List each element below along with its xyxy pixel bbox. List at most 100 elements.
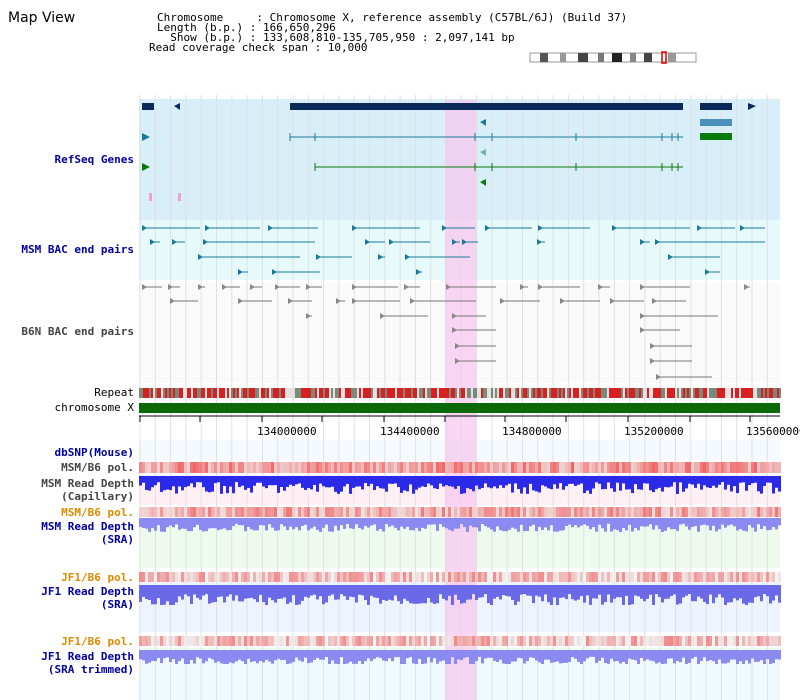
msm-capillary-depth-bar — [274, 476, 277, 486]
msm-pol-cell — [469, 507, 472, 517]
jf1-trimmed-depth-bar — [283, 650, 286, 660]
msm-bac-end — [462, 239, 467, 245]
jf1-trimmed-depth-bar — [448, 650, 451, 664]
msm-sra-depth-bar — [205, 518, 208, 532]
repeat-bar — [261, 388, 263, 398]
jf1-pol-cell — [214, 572, 217, 582]
msm-pol-cell — [181, 507, 184, 517]
msm-pol-cell — [655, 462, 658, 473]
jf1-pol-cell — [592, 636, 595, 646]
msm-pol-cell — [385, 462, 388, 473]
track-label-dbsnp[interactable]: dbSNP(Mouse) — [54, 446, 134, 459]
msm-sra-depth-bar — [454, 518, 457, 529]
msm-sra-depth-bar — [601, 518, 604, 529]
msm-sra-depth-bar — [532, 518, 535, 525]
msm-sra-depth-bar — [754, 518, 757, 532]
msm-pol-cell — [541, 462, 544, 473]
msm-pol-cell — [370, 507, 373, 517]
repeat-bar — [511, 388, 513, 398]
msm-pol-cell — [211, 507, 214, 517]
msm-capillary-depth-bar — [514, 476, 517, 484]
track-label-msm-pol-1[interactable]: MSM/B6 pol. — [61, 461, 134, 474]
jf1-pol-cell — [736, 636, 739, 646]
track-label-jf1-pol-2[interactable]: JF1/B6 pol. — [61, 635, 134, 648]
jf1-pol-cell — [409, 572, 412, 582]
gene-block — [700, 133, 732, 140]
repeat-bar — [577, 388, 579, 398]
track-label-msm-pol-2[interactable]: MSM/B6 pol. — [61, 506, 134, 519]
jf1-pol-cell — [766, 572, 769, 582]
jf1-sra-depth-bar — [478, 585, 481, 598]
jf1-sra-depth-bar — [409, 585, 412, 604]
jf1-trimmed-depth-bar — [676, 650, 679, 662]
msm-pol-cell — [322, 462, 325, 473]
msm-pol-cell — [241, 507, 244, 517]
gene-arrow — [480, 179, 486, 186]
repeat-bar — [141, 388, 143, 398]
repeat-bar — [259, 388, 261, 398]
jf1-pol-cell — [289, 636, 292, 646]
msm-sra-depth-bar — [163, 518, 166, 532]
msm-pol-cell — [175, 462, 178, 473]
jf1-pol-cell — [460, 572, 463, 582]
track-label-jf1-depth-trimmed[interactable]: JF1 Read Depth — [41, 650, 134, 663]
msm-capillary-depth-bar — [736, 476, 739, 494]
msm-capillary-depth-bar — [691, 476, 694, 485]
jf1-sra-depth-bar — [739, 585, 742, 599]
jf1-pol-cell — [250, 636, 253, 646]
msm-pol-cell — [316, 507, 319, 517]
msm-pol-cell — [679, 462, 682, 473]
msm-sra-depth-bar — [778, 518, 781, 526]
track-label-jf1-depth-sra[interactable]: JF1 Read Depth — [41, 585, 134, 598]
msm-pol-cell — [580, 507, 583, 517]
msm-pol-cell — [268, 462, 271, 473]
msm-pol-cell — [574, 507, 577, 517]
repeat-bar — [541, 388, 543, 398]
jf1-sra-depth-bar — [574, 585, 577, 601]
repeat-bar — [421, 388, 423, 398]
jf1-sra-depth-bar — [418, 585, 421, 604]
jf1-pol-cell — [139, 572, 142, 582]
jf1-pol-cell — [235, 572, 238, 582]
msm-capillary-depth-bar — [748, 476, 751, 486]
msm-pol-cell — [217, 462, 220, 473]
msm-pol-cell — [319, 507, 322, 517]
repeat-bar — [405, 388, 407, 398]
b6n-bac-end — [640, 327, 645, 333]
msm-capillary-depth-bar — [304, 476, 307, 490]
msm-pol-cell — [313, 507, 316, 517]
jf1-sra-depth-bar — [763, 585, 766, 595]
msm-sra-depth-bar — [544, 518, 547, 528]
track-label-jf1-pol-1[interactable]: JF1/B6 pol. — [61, 571, 134, 584]
repeat-bar — [269, 388, 271, 398]
track-label-msm-depth-capillary[interactable]: MSM Read Depth — [41, 477, 134, 490]
jf1-pol-cell — [487, 572, 490, 582]
msm-pol-cell — [256, 462, 259, 473]
repeat-bar — [673, 388, 675, 398]
repeat-bar — [753, 388, 755, 398]
repeat-bar — [377, 388, 379, 398]
track-label-b6n-bac[interactable]: B6N BAC end pairs — [21, 325, 134, 338]
jf1-trimmed-depth-bar — [613, 650, 616, 662]
msm-sra-depth-bar — [502, 518, 505, 532]
jf1-sra-depth-bar — [271, 585, 274, 601]
msm-sra-depth-bar — [640, 518, 643, 527]
msm-pol-cell — [193, 462, 196, 473]
msm-pol-cell — [472, 462, 475, 473]
msm-pol-cell — [403, 462, 406, 473]
repeat-bar — [197, 388, 199, 398]
jf1-trimmed-depth-bar — [652, 650, 655, 662]
repeat-bar — [751, 388, 753, 398]
jf1-pol-cell — [199, 636, 202, 646]
repeat-bar — [645, 388, 647, 398]
track-label-msm-bac[interactable]: MSM BAC end pairs — [21, 243, 134, 256]
jf1-pol-cell — [763, 572, 766, 582]
jf1-sra-depth-bar — [730, 585, 733, 603]
msm-pol-cell — [169, 507, 172, 517]
jf1-trimmed-depth-bar — [409, 650, 412, 657]
track-label-msm-depth-sra[interactable]: MSM Read Depth — [41, 520, 134, 533]
jf1-pol-cell — [505, 636, 508, 646]
track-label-refseq[interactable]: RefSeq Genes — [54, 153, 134, 166]
chromosome-ideogram[interactable] — [529, 51, 697, 64]
msm-sra-depth-bar — [397, 518, 400, 531]
